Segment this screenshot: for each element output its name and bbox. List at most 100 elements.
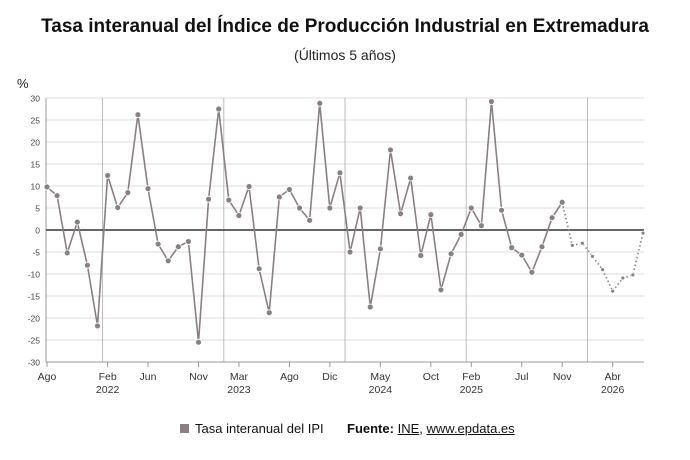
data-point [558,198,566,206]
y-tick-label: -15 [28,292,41,302]
source-note: Fuente: INE, www.epdata.es [347,421,515,436]
data-point [427,211,435,219]
data-point [94,322,101,330]
data-point [498,206,505,214]
data-point [316,99,324,107]
y-axis-unit-label: % [17,76,29,91]
data-point [306,216,314,224]
data-point [205,195,213,203]
data-point [215,105,223,113]
y-tick-label: 30 [31,94,41,104]
data-point [63,249,71,257]
x-tick-label: Feb [462,371,480,383]
data-point [387,146,394,154]
legend-swatch [180,424,189,433]
data-point [590,253,595,259]
data-point [154,240,162,248]
data-point [134,111,142,119]
x-tick-label: Mar [230,371,249,383]
data-point [457,230,465,238]
data-point [43,183,51,191]
y-tick-label: -25 [28,336,41,346]
series-line [46,100,563,344]
data-point [538,243,546,251]
y-tick-label: 5 [35,204,40,214]
legend: Tasa interanual del IPI [180,421,324,436]
data-point [488,98,495,105]
data-point [417,252,425,259]
data-point [620,275,626,281]
y-tick-label: 0 [35,226,40,236]
data-point [447,250,455,258]
x-year-label: 2022 [96,384,120,396]
data-point [84,261,91,269]
data-point [366,303,374,311]
data-point [114,204,122,211]
chart-subtitle: (Últimos 5 años) [294,47,396,63]
data-point [164,257,172,265]
data-point [610,288,616,294]
x-tick-label: Feb [99,371,117,383]
y-tick-label: -20 [28,314,41,324]
x-tick-label: Abr [605,371,622,383]
data-point [579,240,585,246]
x-year-label: 2023 [227,384,251,396]
y-tick-label: 20 [31,138,41,148]
x-year-label: 2024 [369,384,393,396]
source-label: Fuente: [347,421,394,436]
data-point [336,169,344,177]
y-tick-label: -10 [28,270,41,280]
x-year-label: 2025 [460,384,484,396]
source-link-ine[interactable]: INE [397,421,420,436]
data-point [397,210,404,218]
chart-title: Tasa interanual del Índice de Producción… [41,16,649,37]
data-point [265,309,273,317]
x-tick-label: Nov [189,371,208,383]
data-point [245,183,253,190]
source-separator: , [419,421,423,436]
data-point [275,193,283,201]
series-line-dotted [561,202,644,293]
data-point [255,265,263,273]
data-point [376,245,384,253]
data-point [235,212,243,219]
data-point [296,204,303,212]
data-point [528,268,536,276]
y-tick-label: 25 [31,116,41,126]
data-point [508,244,516,252]
data-point [346,248,354,256]
data-point [467,204,475,212]
data-point [640,230,646,236]
y-tick-label: 10 [31,182,41,192]
data-point [225,196,233,204]
data-point [73,218,81,226]
data-point [569,242,575,248]
y-tick-label: -5 [32,248,40,258]
data-point [185,238,192,245]
data-point [518,251,526,259]
x-tick-label: Jul [515,371,528,383]
x-year-label: 2026 [601,384,625,396]
legend-label: Tasa interanual del IPI [195,421,324,436]
x-tick-label: Nov [553,371,572,383]
data-point [104,172,112,179]
data-point [286,186,293,193]
data-point [174,243,182,251]
data-point [630,272,636,278]
data-point [600,267,605,273]
data-point [477,222,485,230]
data-point [195,338,202,346]
data-point [407,174,415,182]
source-link-epdata[interactable]: www.epdata.es [426,421,515,436]
data-point [53,192,61,200]
data-point [144,185,152,193]
data-point [437,286,445,294]
data-point [548,214,556,222]
data-point [124,189,132,197]
data-point [356,204,364,212]
x-tick-label: Ago [38,371,57,383]
x-tick-label: Dic [322,371,337,383]
y-tick-label: -30 [28,358,41,368]
x-tick-label: Jun [140,371,157,383]
